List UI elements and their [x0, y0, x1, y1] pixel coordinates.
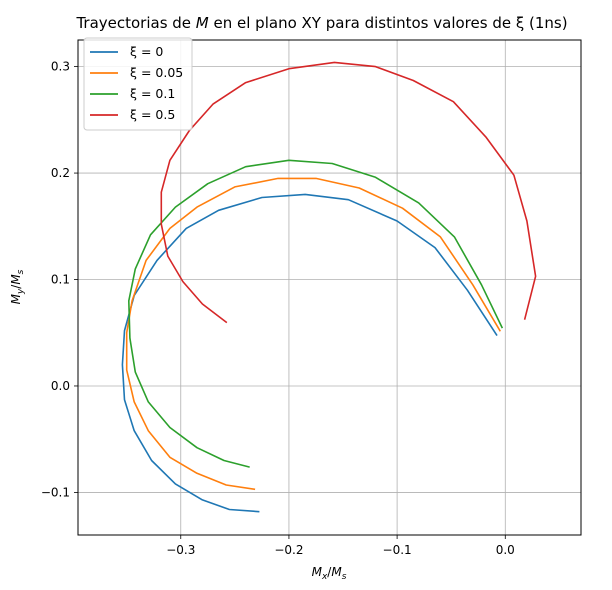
y-tick-label: −0.1: [41, 485, 70, 499]
x-tick-label: −0.3: [166, 543, 195, 557]
y-tick-label: 0.2: [51, 166, 70, 180]
y-axis-label: My/Ms: [9, 269, 26, 304]
legend: ξ = 0 ξ = 0.05 ξ = 0.1 ξ = 0.5: [83, 37, 193, 131]
x-tick-label: −0.1: [383, 543, 412, 557]
series-line-2: [128, 159, 504, 468]
x-axis-ticks: −0.3 −0.2 −0.1 0.0: [166, 535, 515, 557]
legend-label-0: ξ = 0: [130, 44, 163, 59]
y-tick-label: 0.0: [51, 379, 70, 393]
y-tick-label: 0.1: [51, 273, 70, 287]
series-line-1: [125, 177, 501, 491]
x-tick-label: −0.2: [274, 543, 303, 557]
chart-title-before: Trayectorias de: [75, 14, 195, 32]
x-axis-label: Mx/Ms: [312, 565, 347, 582]
legend-label-1: ξ = 0.05: [130, 65, 183, 80]
legend-label-3: ξ = 0.5: [130, 107, 175, 122]
x-tick-label: 0.0: [496, 543, 515, 557]
series-line-0: [121, 193, 498, 513]
legend-label-2: ξ = 0.1: [130, 86, 175, 101]
chart-title-symbol: M: [196, 14, 209, 32]
chart-title: Trayectorias de M en el plano XY para di…: [75, 14, 567, 32]
y-tick-label: 0.3: [51, 60, 70, 74]
series-lines: [121, 61, 537, 513]
chart-title-after: en el plano XY para distintos valores de…: [209, 14, 568, 32]
legend-box: [83, 37, 193, 131]
y-axis-ticks: −0.1 0.0 0.1 0.2 0.3: [41, 60, 78, 499]
series-line-3: [160, 61, 537, 324]
plot-frame: [77, 39, 582, 536]
